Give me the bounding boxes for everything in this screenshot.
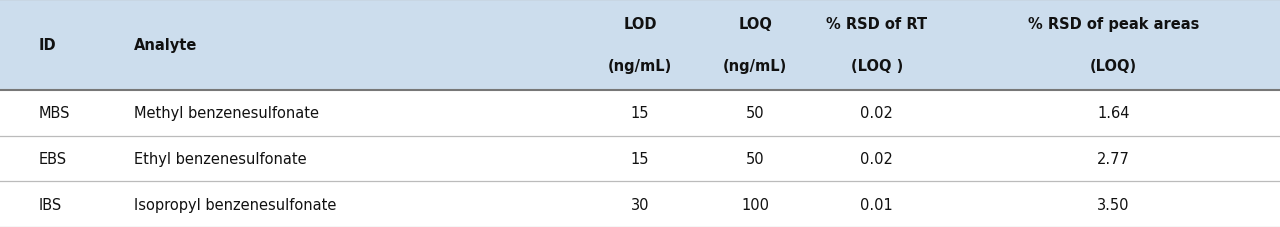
Text: 2.77: 2.77 [1097,151,1130,166]
Text: % RSD of peak areas: % RSD of peak areas [1028,17,1199,32]
Text: (LOQ ): (LOQ ) [851,59,902,74]
Text: (ng/mL): (ng/mL) [723,59,787,74]
Text: EBS: EBS [38,151,67,166]
Bar [0,136,1280,182]
Text: IBS: IBS [38,197,61,212]
Text: Ethyl benzenesulfonate: Ethyl benzenesulfonate [134,151,307,166]
Text: MBS: MBS [38,106,70,121]
Text: ID: ID [38,38,56,53]
Text: 0.01: 0.01 [860,197,893,212]
Text: 15: 15 [631,151,649,166]
Text: LOD: LOD [623,17,657,32]
Text: 100: 100 [741,197,769,212]
Text: 0.02: 0.02 [860,106,893,121]
Text: 50: 50 [746,151,764,166]
Bar [0,0,1280,91]
Text: 50: 50 [746,106,764,121]
Text: (LOQ): (LOQ) [1091,59,1137,74]
Text: (ng/mL): (ng/mL) [608,59,672,74]
Text: Isopropyl benzenesulfonate: Isopropyl benzenesulfonate [134,197,337,212]
Text: Methyl benzenesulfonate: Methyl benzenesulfonate [134,106,320,121]
Text: 3.50: 3.50 [1097,197,1130,212]
Bar [0,91,1280,136]
Text: 0.02: 0.02 [860,151,893,166]
Text: 30: 30 [631,197,649,212]
Bar [0,182,1280,227]
Text: % RSD of RT: % RSD of RT [826,17,928,32]
Text: Analyte: Analyte [134,38,198,53]
Text: 15: 15 [631,106,649,121]
Text: LOQ: LOQ [739,17,772,32]
Text: 1.64: 1.64 [1097,106,1130,121]
